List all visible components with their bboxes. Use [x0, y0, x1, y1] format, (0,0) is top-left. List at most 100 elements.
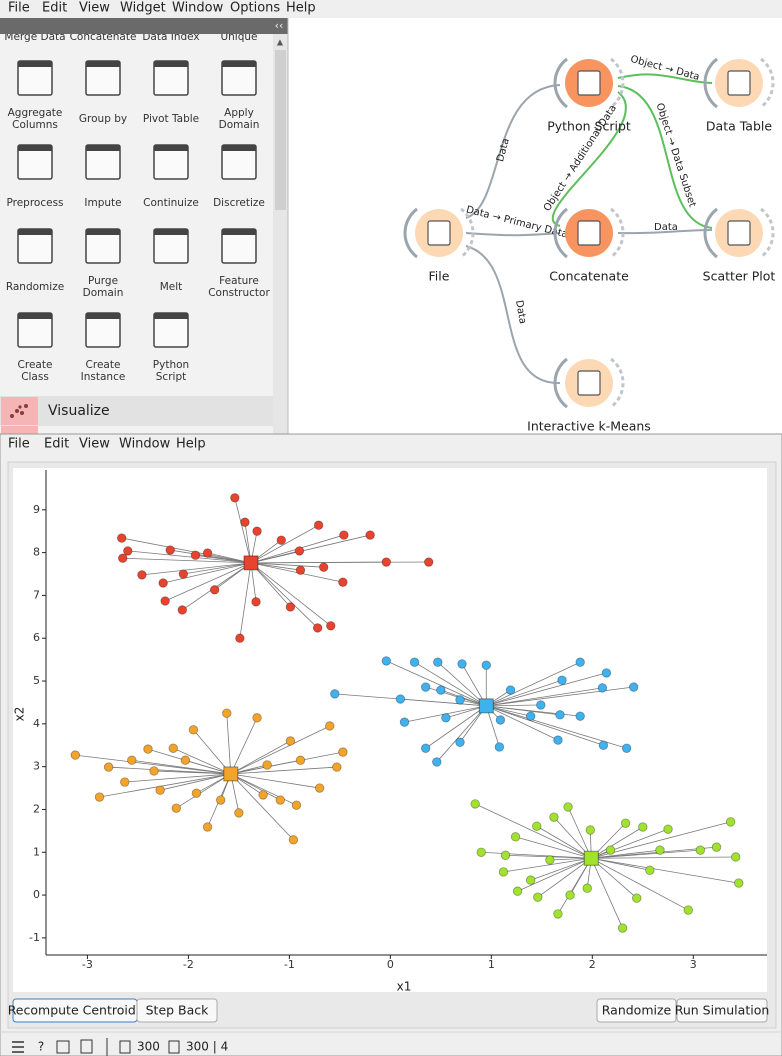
assignment-line: [250, 562, 324, 568]
menu-icon[interactable]: [12, 1041, 24, 1053]
point: [381, 557, 392, 567]
point: [252, 526, 262, 536]
category-icon: [1, 397, 38, 425]
menu-item[interactable]: View: [79, 1, 110, 16]
widget-label: Melt: [160, 281, 183, 293]
assignment-line: [250, 524, 319, 564]
menu-item[interactable]: Options: [230, 1, 280, 16]
point: [605, 845, 616, 855]
point: [295, 565, 306, 575]
widget-label: Impute: [84, 197, 121, 209]
button-label[interactable]: Randomize: [602, 1003, 672, 1018]
widget-label: Randomize: [6, 281, 64, 293]
point: [695, 845, 706, 855]
menu-item[interactable]: Help: [286, 1, 316, 16]
scroll-thumb[interactable]: [275, 50, 286, 210]
scroll-up[interactable]: ▲: [277, 38, 284, 47]
assignment-line: [503, 857, 592, 873]
x-tick-label: 2: [589, 958, 596, 971]
link[interactable]: [617, 73, 713, 84]
point: [575, 711, 585, 721]
link[interactable]: [465, 84, 561, 219]
assignment-line: [250, 534, 371, 564]
widget-icon-header: [86, 313, 120, 319]
point: [160, 596, 170, 606]
save-icon[interactable]: [56, 1040, 70, 1054]
point: [436, 685, 446, 695]
widget-label: Python: [153, 359, 189, 371]
centroid[interactable]: [223, 766, 239, 782]
report-icon[interactable]: [80, 1039, 93, 1054]
point: [190, 550, 201, 560]
point: [553, 735, 563, 745]
link[interactable]: [465, 245, 561, 385]
point: [240, 517, 250, 527]
menu-item[interactable]: Widget: [120, 1, 166, 16]
status-bar: ? 300 300 | 4: [12, 1038, 228, 1056]
assignment-line: [131, 759, 231, 775]
point: [597, 683, 608, 693]
panel-header: [0, 18, 288, 34]
assignment-line: [591, 857, 650, 871]
point: [275, 795, 285, 805]
menu-item[interactable]: Window: [119, 437, 171, 452]
assignment-line: [239, 562, 252, 639]
menu-item[interactable]: File: [8, 437, 30, 452]
point: [553, 909, 563, 919]
menu-item[interactable]: Edit: [42, 1, 67, 16]
widget-label: Domain: [83, 287, 124, 299]
point: [495, 715, 506, 725]
point: [557, 675, 567, 685]
point: [339, 530, 349, 540]
assignment-line: [591, 828, 669, 859]
centroid[interactable]: [243, 555, 259, 571]
menu-item[interactable]: Help: [176, 437, 206, 452]
point: [563, 802, 573, 812]
menu-item[interactable]: View: [79, 437, 110, 452]
help-icon[interactable]: ?: [38, 1040, 44, 1054]
x-tick-label: 0: [387, 958, 394, 971]
node-icon: [727, 220, 751, 246]
point: [158, 578, 168, 588]
button[interactable]: [596, 998, 677, 1023]
button-label[interactable]: Run Simulation: [675, 1003, 770, 1018]
point: [632, 893, 642, 903]
button-label[interactable]: Step Back: [146, 1003, 210, 1018]
button[interactable]: [136, 998, 218, 1023]
link[interactable]: [551, 91, 627, 227]
centroid[interactable]: [583, 850, 599, 866]
collapse-icon[interactable]: ‹‹: [275, 19, 284, 32]
widget-icon-header: [86, 61, 120, 67]
menu-item[interactable]: File: [8, 1, 30, 16]
point: [620, 818, 631, 828]
assignment-line: [176, 773, 232, 809]
point: [332, 762, 342, 772]
assignment-line: [530, 857, 592, 881]
node-port: [760, 57, 775, 109]
point: [294, 546, 305, 556]
y-tick-label: 1: [33, 845, 40, 858]
assignment-line: [141, 562, 252, 576]
widget-label: Domain: [219, 119, 260, 131]
point: [617, 923, 628, 933]
link[interactable]: [465, 232, 561, 237]
centroid[interactable]: [478, 698, 494, 714]
point: [424, 557, 434, 567]
node-icon: [727, 70, 751, 96]
y-tick-label: 4: [33, 717, 40, 730]
menu-item[interactable]: Window: [172, 1, 224, 16]
y-tick-label: 9: [33, 503, 40, 516]
link[interactable]: [617, 85, 713, 229]
button-label[interactable]: Recompute Centroids: [8, 1003, 143, 1018]
menu-item[interactable]: Edit: [44, 437, 69, 452]
assignment-line: [230, 773, 297, 806]
button[interactable]: [676, 998, 768, 1023]
point: [399, 717, 410, 727]
point: [601, 668, 612, 678]
link[interactable]: [617, 229, 713, 235]
category-row[interactable]: [0, 396, 273, 426]
assignment-line: [591, 857, 689, 911]
point: [532, 821, 542, 831]
assignment-line: [591, 849, 661, 859]
